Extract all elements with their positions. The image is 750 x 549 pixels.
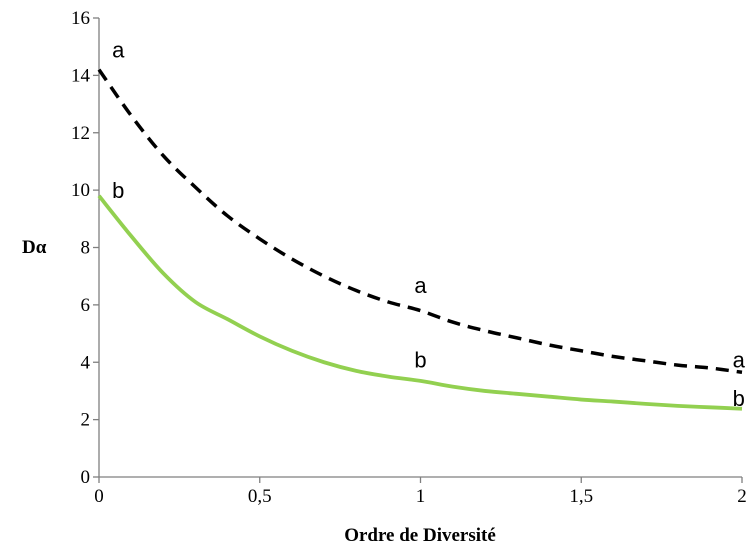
- annotation-label: b: [733, 386, 745, 411]
- axes: [98, 18, 742, 478]
- y-tick-label: 10: [71, 180, 90, 201]
- y-tick-label: 8: [81, 238, 91, 259]
- x-tick-label: 0,5: [248, 486, 272, 507]
- x-tick-label: 2: [737, 486, 747, 507]
- y-ticks: 0 2 4 6 8 10 12 14 16: [71, 8, 99, 488]
- y-tick-label: 16: [71, 8, 90, 29]
- annotation-label: a: [112, 38, 125, 63]
- x-tick-label: 1: [416, 486, 426, 507]
- series-line-solid: [97, 194, 743, 411]
- y-tick-label: 0: [81, 467, 91, 488]
- y-tick-label: 6: [81, 295, 91, 316]
- x-tick-label: 1,5: [569, 486, 593, 507]
- y-tick-label: 4: [81, 352, 91, 373]
- x-ticks: 0 0,5 1 1,5 2: [94, 477, 747, 507]
- series-group: [97, 68, 743, 411]
- y-tick-label: 14: [71, 65, 91, 86]
- x-axis-title: Ordre de Diversité: [344, 525, 496, 546]
- annotation-label: a: [733, 347, 746, 372]
- annotation-label: a: [414, 273, 427, 298]
- y-tick-label: 2: [81, 410, 91, 431]
- annotation-label: b: [414, 347, 426, 372]
- x-tick-label: 0: [94, 486, 104, 507]
- y-tick-label: 12: [71, 123, 90, 144]
- annotation-label: b: [112, 178, 124, 203]
- y-axis-title: Dα: [22, 237, 47, 258]
- series-line-dashed: [97, 68, 743, 375]
